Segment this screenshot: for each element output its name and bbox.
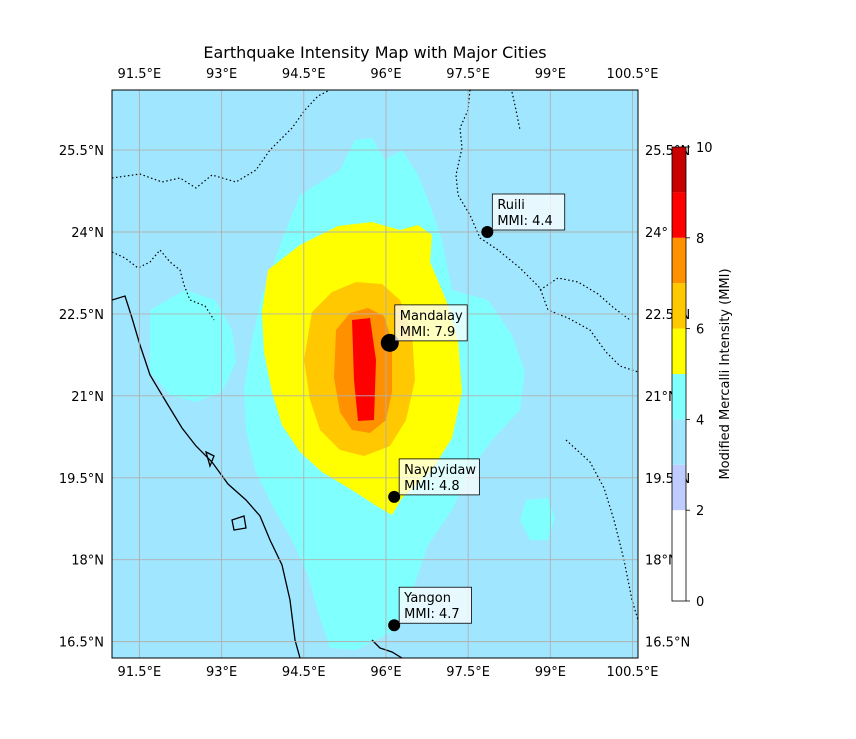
lat-tick-label-right: 18°N bbox=[645, 554, 678, 569]
lon-tick-label-top: 96°E bbox=[370, 67, 401, 82]
city-mmi-value: MMI: 4.8 bbox=[404, 479, 459, 494]
lat-tick-label-left: 19.5°N bbox=[59, 472, 104, 487]
lon-tick-label-top: 93°E bbox=[206, 67, 237, 82]
colorbar-band bbox=[672, 283, 686, 329]
lon-tick-label-bottom: 97.5°E bbox=[446, 665, 490, 680]
colorbar-band bbox=[672, 237, 686, 284]
colorbar-band bbox=[672, 192, 686, 238]
mmi-level4-zone-east bbox=[520, 498, 555, 540]
lat-tick-label-left: 22.5°N bbox=[59, 308, 104, 323]
colorbar-band bbox=[672, 147, 686, 193]
colorbar-band bbox=[672, 510, 686, 601]
city-marker bbox=[380, 333, 399, 352]
map-frame bbox=[111, 89, 639, 659]
lon-tick-label-top: 97.5°E bbox=[446, 67, 490, 82]
lon-tick-label-top: 99°E bbox=[535, 67, 566, 82]
lon-tick-label-top: 100.5°E bbox=[607, 67, 659, 82]
lat-tick-label-left: 21°N bbox=[71, 390, 104, 405]
intensity-field bbox=[150, 138, 555, 650]
lat-tick-label-right: 16.5°N bbox=[645, 636, 690, 651]
city-mmi-value: MMI: 4.4 bbox=[497, 214, 552, 229]
gridlines bbox=[112, 90, 638, 658]
colorbar-band bbox=[672, 419, 686, 465]
lon-tick-label-bottom: 93°E bbox=[206, 665, 237, 680]
colorbar-tick-label: 6 bbox=[696, 323, 704, 338]
city-marker bbox=[481, 226, 494, 238]
city-label-box bbox=[491, 193, 566, 231]
lon-tick-label-top: 94.5°E bbox=[282, 67, 326, 82]
colorbar-tick-label: 8 bbox=[696, 232, 704, 247]
city-mmi-value: MMI: 7.9 bbox=[400, 325, 455, 340]
city-label-box bbox=[394, 304, 468, 342]
lat-tick-label-right: 21°N bbox=[645, 390, 678, 405]
longitude-tick-labels: 91.5°E 91.5°E 93°E 93°E 94.5°E 94.5°E 96°E 96°E… bbox=[118, 67, 659, 680]
colorbar-tick-label: 0 bbox=[696, 595, 704, 610]
city-marker bbox=[388, 619, 401, 632]
country-borders bbox=[112, 90, 638, 621]
city-mmi-value: MMI: 4.7 bbox=[404, 607, 459, 622]
city-name: Yangon bbox=[403, 591, 451, 606]
colorbar-band bbox=[672, 464, 686, 511]
colorbar-tick-label: 4 bbox=[696, 413, 704, 428]
city-label-box bbox=[398, 458, 480, 496]
map-area bbox=[111, 89, 639, 659]
city-name: Naypyidaw bbox=[404, 463, 476, 478]
colorbar-band bbox=[672, 328, 686, 374]
map-title: Earthquake Intensity Map with Major Citi… bbox=[203, 43, 546, 62]
colorbar-band bbox=[672, 374, 686, 420]
lat-tick-label-left: 16.5°N bbox=[59, 636, 104, 651]
lat-tick-label-right: 24° bbox=[645, 226, 668, 241]
lon-tick-label-bottom: 99°E bbox=[535, 665, 566, 680]
lat-tick-label-left: 25.5°N bbox=[59, 144, 104, 159]
city-marker bbox=[388, 490, 401, 503]
lat-tick-label-left: 18°N bbox=[71, 554, 104, 569]
city-label-box bbox=[398, 586, 472, 624]
mmi-level4-zone-west bbox=[150, 290, 236, 402]
city-name: Ruili bbox=[497, 198, 525, 213]
mmi-level8-zone bbox=[352, 318, 376, 421]
lon-tick-label-bottom: 96°E bbox=[370, 665, 401, 680]
lon-tick-label-bottom: 94.5°E bbox=[282, 665, 326, 680]
lat-tick-label-left: 24°N bbox=[71, 226, 104, 241]
colorbar-tick-label: 2 bbox=[696, 504, 704, 519]
colorbar-tick-label: 10 bbox=[696, 141, 713, 156]
colorbar: 0 2 4 6 8 10 Modified Mercalli Intensity (MMI… bbox=[671, 141, 733, 610]
lon-tick-label-bottom: 91.5°E bbox=[118, 665, 162, 680]
colorbar-label: Modified Mercalli Intensity (MMI) bbox=[718, 268, 733, 479]
colorbar-frame bbox=[671, 146, 687, 602]
lon-tick-label-top: 91.5°E bbox=[118, 67, 162, 82]
lon-tick-label-bottom: 100.5°E bbox=[607, 665, 659, 680]
city-name: Mandalay bbox=[400, 309, 463, 324]
